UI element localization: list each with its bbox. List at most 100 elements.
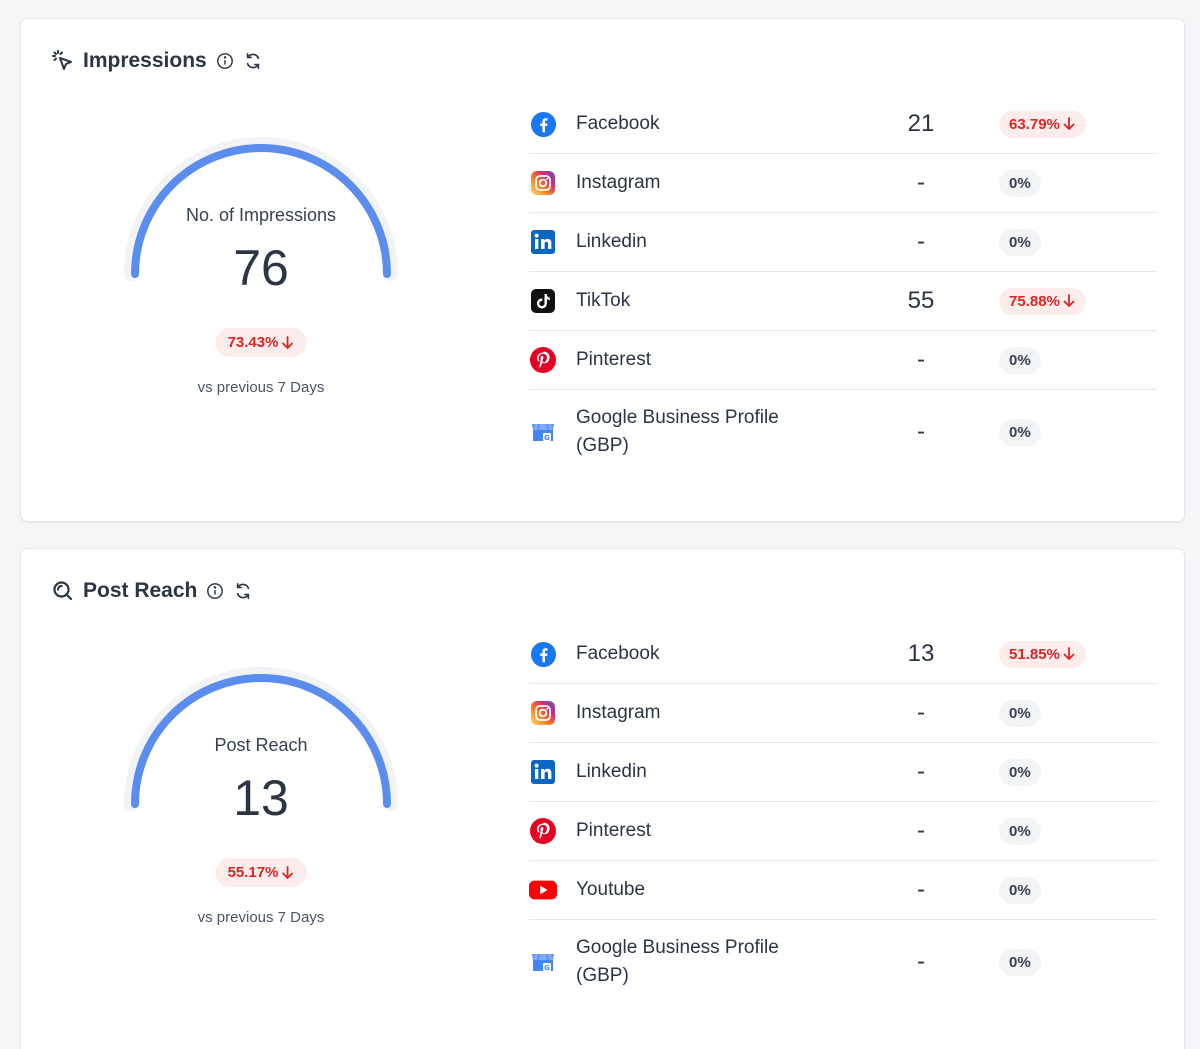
svg-text:G: G <box>544 434 550 442</box>
table-row: Pinterest - 0% <box>529 802 1157 861</box>
refresh-icon[interactable] <box>243 51 263 71</box>
search-reach-icon <box>51 579 75 603</box>
change-value: 0% <box>1009 233 1031 251</box>
platform-value: - <box>917 418 925 445</box>
arrow-down-icon <box>1063 117 1075 131</box>
pinterest-icon <box>529 817 557 845</box>
change-badge: 0% <box>999 758 1041 786</box>
table-row: Facebook 13 51.85% <box>529 625 1157 684</box>
svg-text:G: G <box>544 964 550 972</box>
table-row: G Google Business Profile (GBP) - 0% <box>529 920 1157 1004</box>
gauge-label: No. of Impressions <box>185 205 337 225</box>
arrow-down-icon <box>1063 647 1075 661</box>
refresh-icon[interactable] <box>233 581 253 601</box>
change-badge: 73.43% <box>215 328 307 357</box>
gauge-value: 76 <box>233 240 289 296</box>
platform-name: Facebook <box>576 113 660 134</box>
change-badge: 63.79% <box>999 110 1086 138</box>
impressions-header: Impressions <box>51 47 263 75</box>
cursor-click-icon <box>51 49 75 73</box>
platform-name: TikTok <box>576 290 631 311</box>
change-value: 75.88% <box>1009 292 1060 310</box>
platform-name: Linkedin <box>576 231 647 252</box>
linkedin-icon <box>529 758 557 786</box>
change-badge: 0% <box>999 228 1041 256</box>
comparison-text: vs previous 7 Days <box>197 909 325 926</box>
platform-value: - <box>917 758 925 785</box>
post-reach-header: Post Reach <box>51 577 253 605</box>
platform-value: - <box>917 876 925 903</box>
post-reach-platform-table: Facebook 13 51.85% Instagram - 0% Linked… <box>529 625 1157 1004</box>
platform-value: - <box>917 699 925 726</box>
change-value: 73.43% <box>227 334 279 351</box>
gauge-value: 13 <box>233 770 289 826</box>
change-value: 55.17% <box>227 864 279 881</box>
platform-value: - <box>917 346 925 373</box>
change-value: 51.85% <box>1009 645 1060 663</box>
impressions-card: Impressions No. of Impressions 76 73.43%… <box>20 18 1185 522</box>
change-badge: 0% <box>999 817 1041 845</box>
change-value: 0% <box>1009 881 1031 899</box>
change-value: 0% <box>1009 423 1031 441</box>
change-badge: 51.85% <box>999 640 1086 668</box>
platform-value: 13 <box>907 640 935 667</box>
comparison-text: vs previous 7 Days <box>197 379 325 396</box>
youtube-icon <box>529 876 557 904</box>
arrow-down-icon <box>282 335 293 349</box>
change-badge: 0% <box>999 418 1041 446</box>
change-badge: 0% <box>999 169 1041 197</box>
table-row: Youtube - 0% <box>529 861 1157 920</box>
platform-name: Google Business Profile (GBP) <box>576 937 779 986</box>
platform-value: - <box>917 817 925 844</box>
platform-value: - <box>917 948 925 975</box>
change-value: 63.79% <box>1009 115 1060 133</box>
post-reach-gauge: Post Reach 13 55.17% vs previous 7 Days <box>81 639 441 959</box>
change-value: 0% <box>1009 174 1031 192</box>
tiktok-icon <box>529 287 557 315</box>
platform-name: Pinterest <box>576 349 651 370</box>
platform-value: - <box>917 169 925 196</box>
change-badge: 0% <box>999 699 1041 727</box>
facebook-icon <box>529 640 557 668</box>
facebook-icon <box>529 110 557 138</box>
change-value: 0% <box>1009 822 1031 840</box>
change-badge: 0% <box>999 948 1041 976</box>
gauge-label: Post Reach <box>214 735 308 755</box>
platform-name: Google Business Profile (GBP) <box>576 407 779 456</box>
change-value: 0% <box>1009 763 1031 781</box>
platform-name: Facebook <box>576 643 660 664</box>
table-row: G Google Business Profile (GBP) - 0% <box>529 390 1157 474</box>
card-title: Post Reach <box>83 579 198 602</box>
gauge-arc <box>124 667 398 811</box>
platform-name: Linkedin <box>576 761 647 782</box>
platform-value: - <box>917 228 925 255</box>
google-business-icon: G <box>529 418 557 446</box>
table-row: Facebook 21 63.79% <box>529 95 1157 154</box>
pinterest-icon <box>529 346 557 374</box>
table-row: TikTok 55 75.88% <box>529 272 1157 331</box>
platform-name: Youtube <box>576 879 646 900</box>
change-badge: 0% <box>999 876 1041 904</box>
table-row: Instagram - 0% <box>529 684 1157 743</box>
impressions-platform-table: Facebook 21 63.79% Instagram - 0% Linked… <box>529 95 1157 474</box>
impressions-gauge: No. of Impressions 76 73.43% vs previous… <box>81 109 441 429</box>
platform-name: Pinterest <box>576 820 651 841</box>
change-badge: 55.17% <box>215 858 307 887</box>
info-icon[interactable] <box>215 51 235 71</box>
table-row: Linkedin - 0% <box>529 213 1157 272</box>
card-title: Impressions <box>83 49 207 72</box>
platform-value: 55 <box>907 287 935 314</box>
instagram-icon <box>529 699 557 727</box>
gauge-arc <box>124 137 398 281</box>
table-row: Linkedin - 0% <box>529 743 1157 802</box>
info-icon[interactable] <box>205 581 225 601</box>
google-business-icon: G <box>529 948 557 976</box>
arrow-down-icon <box>282 865 293 879</box>
change-value: 0% <box>1009 351 1031 369</box>
table-row: Instagram - 0% <box>529 154 1157 213</box>
post-reach-card: Post Reach Post Reach 13 55.17% vs previ… <box>20 548 1185 1049</box>
platform-name: Instagram <box>576 702 661 723</box>
linkedin-icon <box>529 228 557 256</box>
instagram-icon <box>529 169 557 197</box>
change-value: 0% <box>1009 704 1031 722</box>
